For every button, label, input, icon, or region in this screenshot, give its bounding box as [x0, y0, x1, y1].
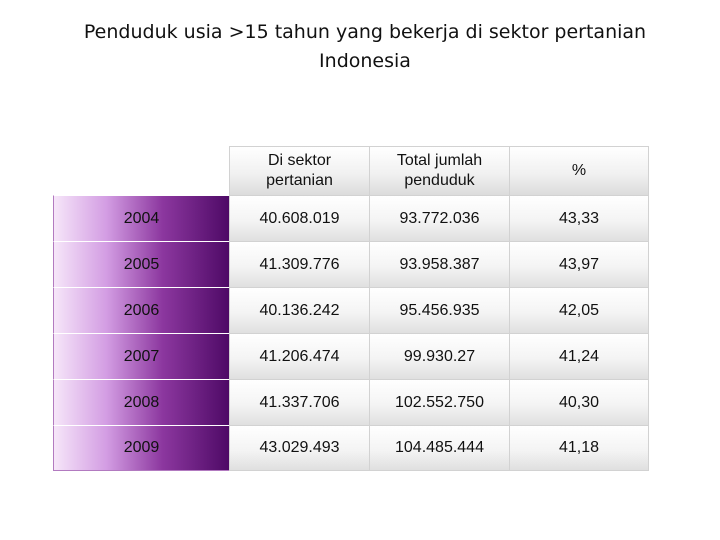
year-cell: 2009 — [53, 425, 229, 471]
percent-cell: 43,33 — [509, 195, 649, 241]
page-title: Penduduk usia >15 tahun yang bekerja di … — [40, 18, 690, 76]
percent-cell: 42,05 — [509, 287, 649, 333]
agriculture-employment-table: Di sektor pertanian Total jumlah pendudu… — [53, 146, 649, 471]
total-cell: 93.772.036 — [369, 195, 509, 241]
year-cell: 2005 — [53, 241, 229, 287]
year-cell: 2007 — [53, 333, 229, 379]
percent-cell: 40,30 — [509, 379, 649, 425]
total-cell: 99.930.27 — [369, 333, 509, 379]
year-cell: 2006 — [53, 287, 229, 333]
total-cell: 93.958.387 — [369, 241, 509, 287]
title-line-2: Indonesia — [319, 50, 411, 72]
table-row: 2008 41.337.706 102.552.750 40,30 — [53, 379, 649, 425]
header-line: % — [571, 162, 587, 179]
year-cell: 2008 — [53, 379, 229, 425]
year-cell: 2004 — [53, 195, 229, 241]
total-cell: 102.552.750 — [369, 379, 509, 425]
sektor-cell: 40.136.242 — [229, 287, 369, 333]
total-cell: 104.485.444 — [369, 425, 509, 471]
header-row: Di sektor pertanian Total jumlah pendudu… — [53, 146, 649, 195]
header-line: Di sektor — [267, 152, 332, 169]
table-row: 2006 40.136.242 95.456.935 42,05 — [53, 287, 649, 333]
percent-cell: 41,24 — [509, 333, 649, 379]
header-line: Total jumlah — [396, 152, 483, 169]
table-row: 2009 43.029.493 104.485.444 41,18 — [53, 425, 649, 471]
header-line: pertanian — [266, 172, 333, 189]
percent-cell: 41,18 — [509, 425, 649, 471]
table-row: 2005 41.309.776 93.958.387 43,97 — [53, 241, 649, 287]
sektor-cell: 40.608.019 — [229, 195, 369, 241]
sektor-cell: 41.206.474 — [229, 333, 369, 379]
sektor-cell: 41.337.706 — [229, 379, 369, 425]
total-cell: 95.456.935 — [369, 287, 509, 333]
header-percent: % — [509, 146, 649, 195]
header-corner — [53, 146, 229, 195]
table-row: 2004 40.608.019 93.772.036 43,33 — [53, 195, 649, 241]
header-di-sektor-pertanian: Di sektor pertanian — [229, 146, 369, 195]
header-line: penduduk — [404, 172, 475, 189]
sektor-cell: 43.029.493 — [229, 425, 369, 471]
title-line-1: Penduduk usia >15 tahun yang bekerja di … — [83, 21, 647, 43]
percent-cell: 43,97 — [509, 241, 649, 287]
sektor-cell: 41.309.776 — [229, 241, 369, 287]
table-row: 2007 41.206.474 99.930.27 41,24 — [53, 333, 649, 379]
header-total-jumlah-penduduk: Total jumlah penduduk — [369, 146, 509, 195]
